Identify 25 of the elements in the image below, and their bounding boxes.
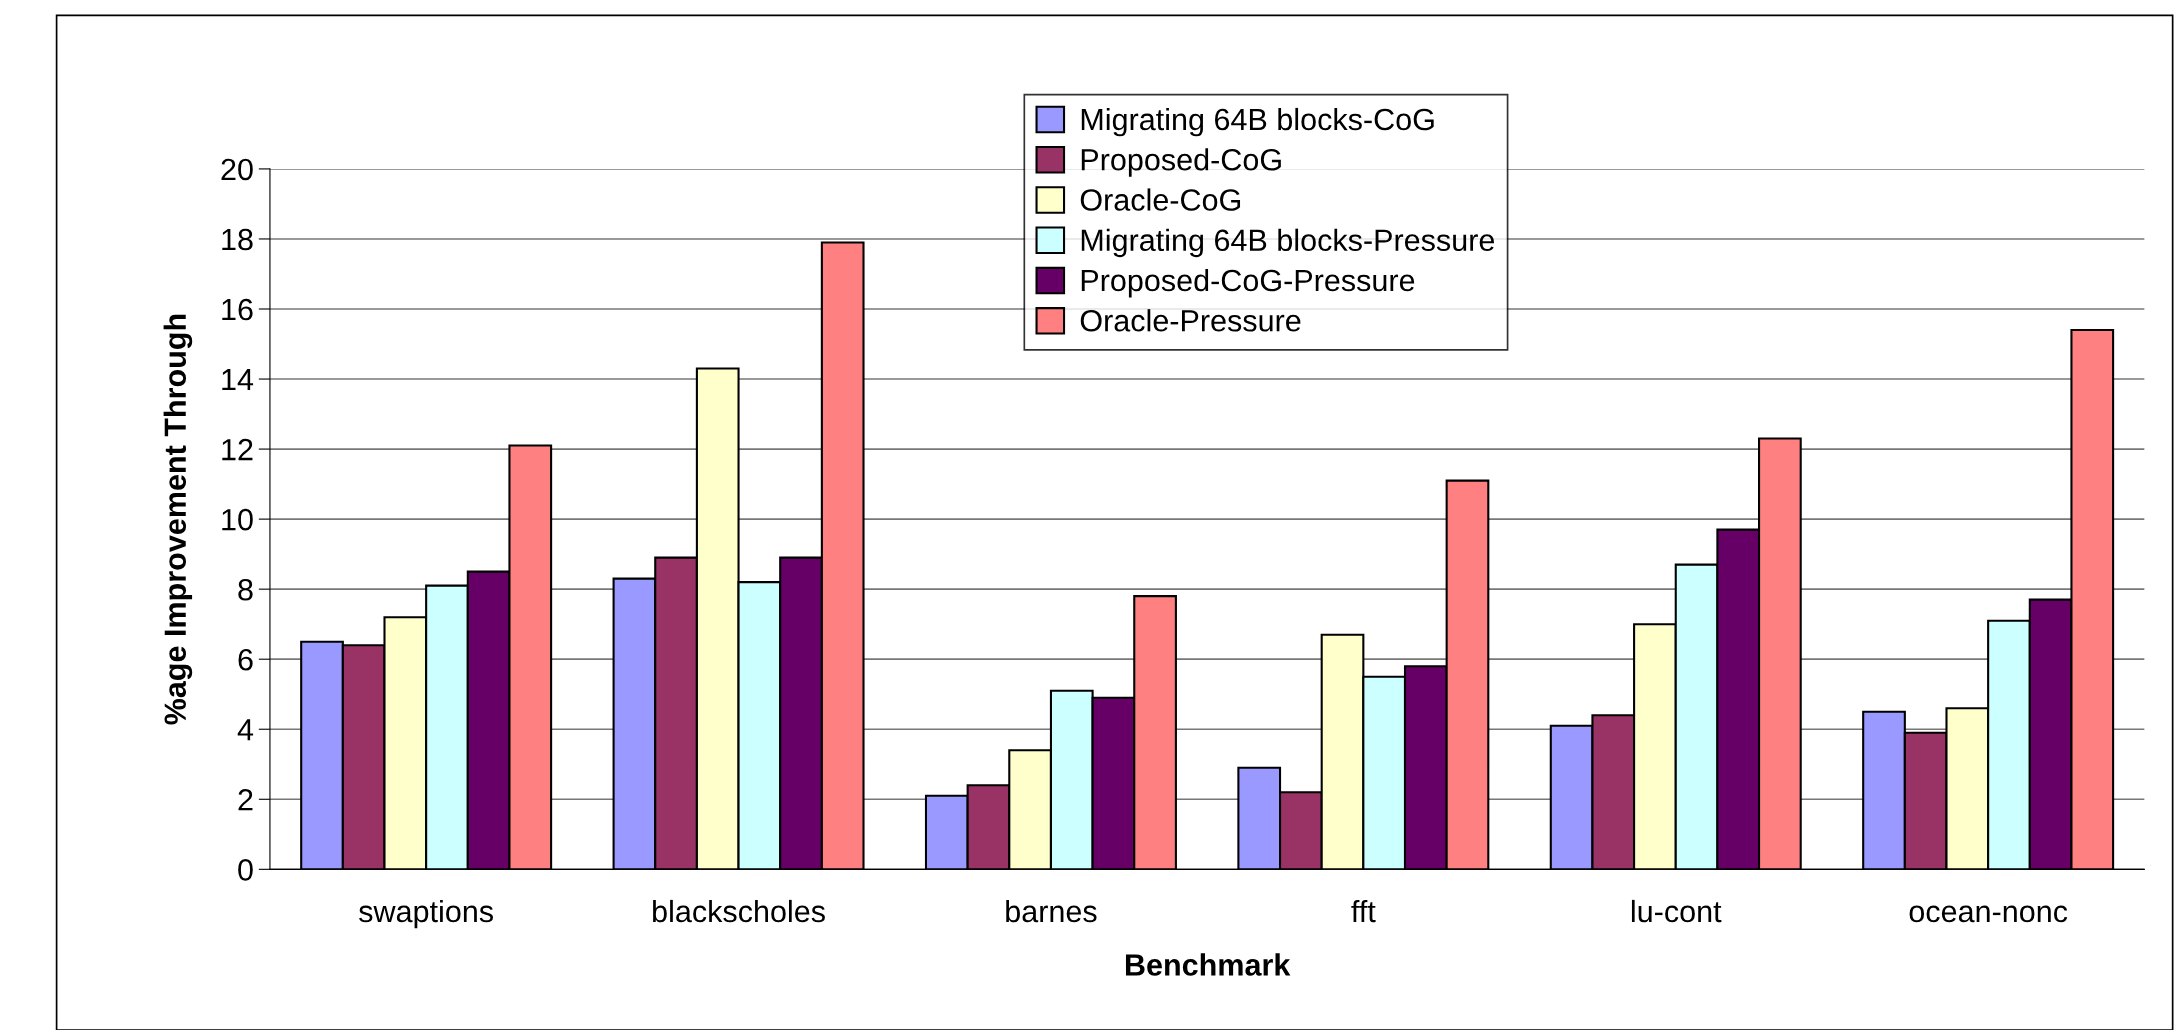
y-tick-label: 16 [222, 298, 253, 321]
legend-label: Oracle-CoG [1080, 188, 1241, 211]
legend-label: Proposed-CoG [1081, 148, 1281, 177]
x-tick-label: swaptions [359, 899, 493, 929]
x-tick-label: ocean-nonc [1909, 905, 2068, 923]
y-tick-label: 14 [222, 369, 254, 391]
x-tick-label: blackscholes [653, 899, 825, 923]
y-tick-label: 4 [237, 719, 254, 741]
legend-label: Migrating 64B blocks-CoG [1081, 107, 1434, 137]
legend-label: Proposed-CoG-Pressure [1081, 268, 1415, 298]
legend-label: Migrating 64B blocks-Pressure [1081, 228, 1495, 258]
legend-label: Oracle-Pressure [1080, 309, 1301, 332]
y-tick-label: 12 [222, 438, 253, 461]
y-tick-label: 20 [221, 158, 253, 181]
x-tick-label: barnes [1006, 899, 1097, 923]
y-axis-title: %age Improvement Through [163, 314, 193, 725]
y-tick-label: 2 [238, 789, 253, 811]
x-tick-label: fft [1351, 899, 1376, 923]
x-tick-label: lu-cont [1631, 899, 1722, 923]
y-tick-label: 0 [238, 859, 253, 881]
y-tick-label: 18 [222, 228, 253, 251]
y-tick-label: 8 [238, 578, 253, 601]
x-axis-title: Benchmark [1125, 953, 1291, 976]
y-tick-label: 10 [222, 508, 253, 531]
y-tick-label: 6 [238, 648, 253, 671]
